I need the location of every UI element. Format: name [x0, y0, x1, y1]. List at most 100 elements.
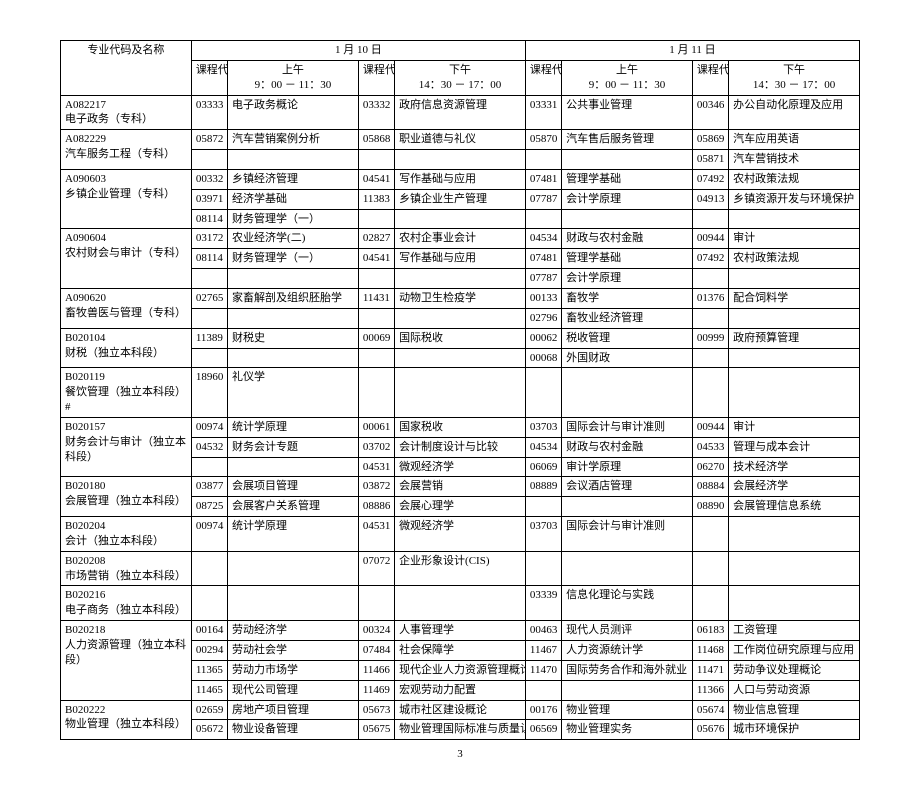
course-name: 畜牧学 — [562, 288, 693, 308]
header-am-0: 上午9：00 － 11：30 — [228, 60, 359, 95]
course-name: 办公自动化原理及应用 — [729, 95, 860, 130]
course-name: 财政与农村金融 — [562, 229, 693, 249]
course-code: 04533 — [692, 437, 728, 457]
course-code: 05675 — [358, 720, 394, 740]
course-name: 现代企业人力资源管理概论 — [395, 660, 526, 680]
course-name — [562, 209, 693, 229]
course-name: 汽车售后服务管理 — [562, 130, 693, 150]
course-code: 04913 — [692, 189, 728, 209]
course-code: 05673 — [358, 700, 394, 720]
course-name — [395, 269, 526, 289]
course-code: 05870 — [525, 130, 561, 150]
course-code — [692, 209, 728, 229]
course-code: 04531 — [358, 517, 394, 552]
course-code: 04541 — [358, 249, 394, 269]
course-name — [228, 150, 359, 170]
header-major: 专业代码及名称 — [61, 41, 192, 96]
course-code: 11389 — [191, 328, 227, 348]
course-code: 02659 — [191, 700, 227, 720]
course-name: 劳动争议处理概论 — [729, 660, 860, 680]
course-code — [358, 150, 394, 170]
course-name: 审计 — [729, 417, 860, 437]
course-name: 物业管理实务 — [562, 720, 693, 740]
course-name: 国际劳务合作和海外就业 — [562, 660, 693, 680]
major-cell: B020218人力资源管理（独立本科段） — [61, 621, 192, 700]
course-name — [228, 308, 359, 328]
major-cell: B020104财税（独立本科段） — [61, 328, 192, 368]
major-cell: B020180会展管理（独立本科段） — [61, 477, 192, 517]
course-code: 04534 — [525, 437, 561, 457]
course-name: 汽车营销案例分析 — [228, 130, 359, 150]
course-code: 00332 — [191, 169, 227, 189]
course-code: 06270 — [692, 457, 728, 477]
course-name: 职业道德与礼仪 — [395, 130, 526, 150]
course-code — [525, 497, 561, 517]
course-code — [358, 348, 394, 368]
course-name: 会计学原理 — [562, 269, 693, 289]
course-code: 08889 — [525, 477, 561, 497]
course-name: 财政与农村金融 — [562, 437, 693, 457]
course-code: 11467 — [525, 641, 561, 661]
course-code — [525, 209, 561, 229]
course-name — [395, 368, 526, 418]
course-name: 会议酒店管理 — [562, 477, 693, 497]
course-code: 02827 — [358, 229, 394, 249]
major-cell: B020204会计（独立本科段） — [61, 517, 192, 552]
course-name: 技术经济学 — [729, 457, 860, 477]
course-name: 管理学基础 — [562, 249, 693, 269]
course-code — [191, 551, 227, 586]
course-name: 乡镇企业生产管理 — [395, 189, 526, 209]
major-cell: A090620畜牧兽医与管理（专科） — [61, 288, 192, 328]
course-code: 07787 — [525, 189, 561, 209]
course-name: 微观经济学 — [395, 457, 526, 477]
course-name: 物业管理 — [562, 700, 693, 720]
course-name: 礼仪学 — [228, 368, 359, 418]
course-name — [395, 308, 526, 328]
course-code: 04532 — [191, 437, 227, 457]
course-code: 07484 — [358, 641, 394, 661]
course-name: 会展项目管理 — [228, 477, 359, 497]
course-name — [729, 368, 860, 418]
course-name: 国际会计与审计准则 — [562, 417, 693, 437]
course-code: 00061 — [358, 417, 394, 437]
course-name — [562, 150, 693, 170]
course-code — [692, 586, 728, 621]
course-code: 03872 — [358, 477, 394, 497]
course-name: 动物卫生检疫学 — [395, 288, 526, 308]
course-name: 国家税收 — [395, 417, 526, 437]
course-name — [228, 269, 359, 289]
course-name: 写作基础与应用 — [395, 169, 526, 189]
course-name: 人事管理学 — [395, 621, 526, 641]
course-name: 物业管理国际标准与质量认 — [395, 720, 526, 740]
course-name — [228, 457, 359, 477]
course-code: 05871 — [692, 150, 728, 170]
course-code: 00062 — [525, 328, 561, 348]
course-code: 04531 — [358, 457, 394, 477]
course-code: 08884 — [692, 477, 728, 497]
course-code: 11365 — [191, 660, 227, 680]
course-code: 08114 — [191, 249, 227, 269]
course-code — [358, 209, 394, 229]
course-name: 家畜解剖及组织胚胎学 — [228, 288, 359, 308]
course-name: 财务会计专题 — [228, 437, 359, 457]
header-code-2: 课程代码 — [525, 60, 561, 95]
course-name: 国际会计与审计准则 — [562, 517, 693, 552]
course-name: 畜牧业经济管理 — [562, 308, 693, 328]
course-code: 11431 — [358, 288, 394, 308]
header-pm-1: 下午14：30 － 17：00 — [729, 60, 860, 95]
course-name: 信息化理论与实践 — [562, 586, 693, 621]
course-code: 07492 — [692, 169, 728, 189]
course-code: 03703 — [525, 517, 561, 552]
course-code: 00974 — [191, 417, 227, 437]
course-name: 微观经济学 — [395, 517, 526, 552]
course-code: 06069 — [525, 457, 561, 477]
course-code: 07072 — [358, 551, 394, 586]
course-name — [395, 348, 526, 368]
course-name: 配合饲料学 — [729, 288, 860, 308]
course-name: 政府信息资源管理 — [395, 95, 526, 130]
course-code — [191, 308, 227, 328]
course-code: 05672 — [191, 720, 227, 740]
course-code: 11471 — [692, 660, 728, 680]
course-code: 07492 — [692, 249, 728, 269]
course-code: 00069 — [358, 328, 394, 348]
